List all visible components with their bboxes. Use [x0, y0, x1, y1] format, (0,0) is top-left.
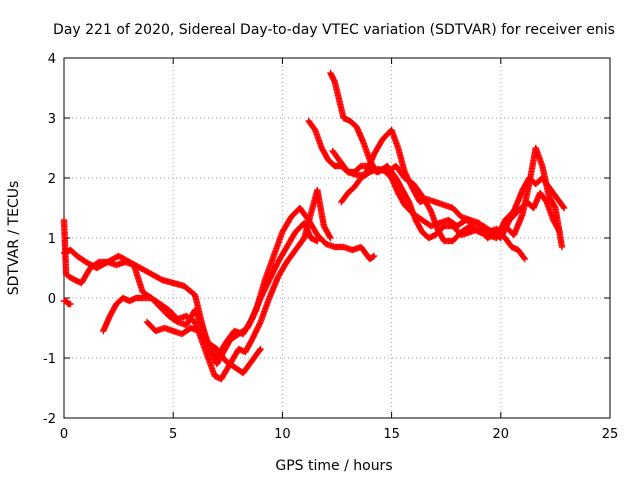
y-tick-label: 1 [48, 232, 56, 247]
grid-lines [64, 58, 610, 418]
data-point [67, 300, 74, 308]
series-arc [327, 69, 563, 242]
data-point [370, 252, 378, 260]
data-point [556, 228, 563, 236]
series-arc [143, 219, 321, 362]
data-point [327, 234, 334, 242]
y-tick-label: -2 [43, 412, 56, 427]
data-point [426, 206, 434, 213]
y-tick-label: 0 [48, 292, 56, 307]
x-tick-label: 25 [602, 427, 619, 442]
x-tick-label: 10 [274, 427, 291, 442]
series-arc [338, 162, 568, 245]
data-point [256, 347, 263, 354]
data-point [257, 345, 264, 353]
data-point [369, 253, 377, 260]
y-tick-label: 4 [48, 52, 56, 67]
x-tick-label: 20 [493, 427, 510, 442]
y-tick-label: 3 [48, 112, 56, 127]
data-point [560, 204, 568, 212]
x-tick-label: 15 [383, 427, 400, 442]
chart-title: Day 221 of 2020, Sidereal Day-to-day VTE… [53, 22, 615, 38]
data-point [560, 203, 567, 210]
data-point [521, 255, 529, 263]
data-point [520, 254, 528, 261]
y-tick-label: -1 [43, 352, 56, 367]
data-point [558, 243, 566, 251]
x-tick-label: 5 [169, 427, 177, 442]
data-point [551, 203, 558, 210]
y-axis-label: SDTVAR / TECUs [6, 181, 22, 296]
series-arc [60, 186, 334, 383]
data-points [60, 69, 568, 383]
y-tick-label: 2 [48, 172, 56, 187]
series-arc [60, 297, 74, 308]
series-arc [60, 204, 378, 368]
x-axis-label: GPS time / hours [275, 458, 392, 474]
data-point [314, 237, 321, 245]
data-point [555, 227, 563, 234]
data-point [326, 233, 333, 240]
series-arc [329, 126, 529, 263]
x-tick-label: 0 [60, 427, 68, 442]
